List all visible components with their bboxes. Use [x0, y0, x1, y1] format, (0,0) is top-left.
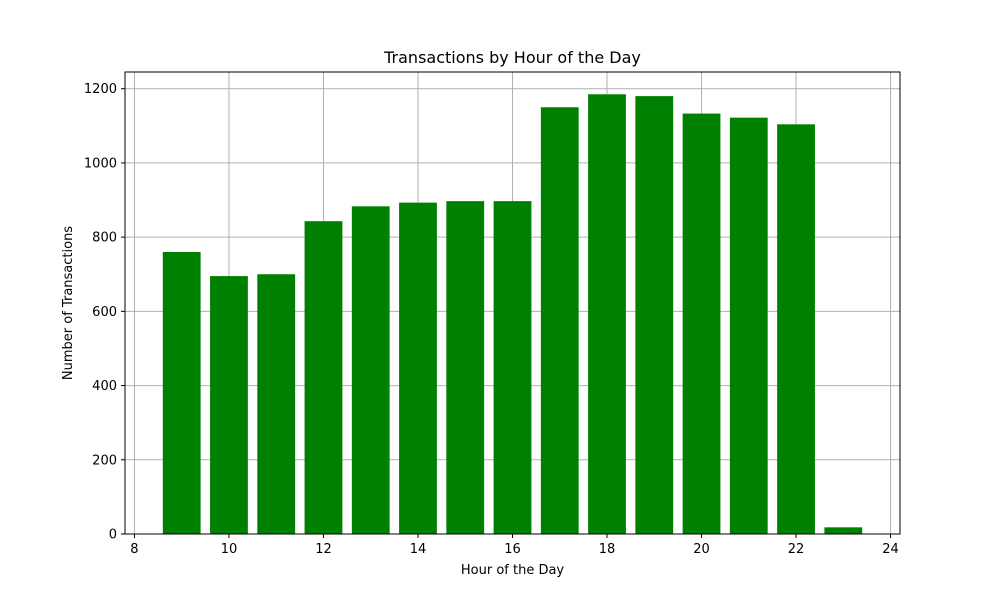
y-tick-label: 400	[92, 379, 117, 394]
x-tick-label: 8	[130, 542, 138, 557]
x-tick-label: 12	[315, 542, 332, 557]
bar-hour-23	[824, 527, 863, 534]
y-tick-label: 200	[92, 453, 117, 468]
y-tick-label: 800	[92, 231, 117, 246]
bar-hour-9	[162, 251, 201, 535]
x-axis-label: Hour of the Day	[461, 563, 565, 578]
bar-hour-17	[540, 107, 579, 534]
y-tick-label: 1000	[84, 156, 117, 171]
bar-hour-15	[446, 201, 485, 535]
y-tick-label: 1200	[84, 82, 117, 97]
bar-hour-21	[729, 117, 768, 534]
bar-hour-13	[351, 206, 390, 535]
y-tick-label: 600	[92, 305, 117, 320]
x-tick-label: 16	[504, 542, 521, 557]
x-tick-label: 20	[693, 542, 710, 557]
bar-hour-14	[399, 202, 437, 534]
x-tick-label: 14	[410, 542, 427, 557]
y-axis-ticks: 0 200 400 600 800 1000 1200	[84, 82, 125, 543]
bar-hour-16	[493, 201, 532, 535]
bar-hour-11	[257, 274, 296, 534]
bar-hour-10	[210, 276, 248, 534]
x-tick-label: 24	[882, 542, 899, 557]
x-tick-label: 10	[221, 542, 238, 557]
x-axis-ticks: 8 10 12 14 16 18 20 22 24	[130, 534, 899, 557]
bar-hour-18	[588, 94, 626, 534]
y-axis-label: Number of Transactions	[61, 226, 76, 380]
chart-title: Transactions by Hour of the Day	[383, 48, 641, 67]
x-tick-label: 22	[788, 542, 805, 557]
x-tick-label: 18	[599, 542, 616, 557]
bars	[162, 94, 863, 535]
bar-hour-19	[635, 96, 674, 534]
bar-hour-20	[682, 113, 721, 534]
bar-hour-22	[777, 124, 815, 535]
bar-hour-12	[304, 221, 343, 534]
y-tick-label: 0	[109, 528, 117, 543]
